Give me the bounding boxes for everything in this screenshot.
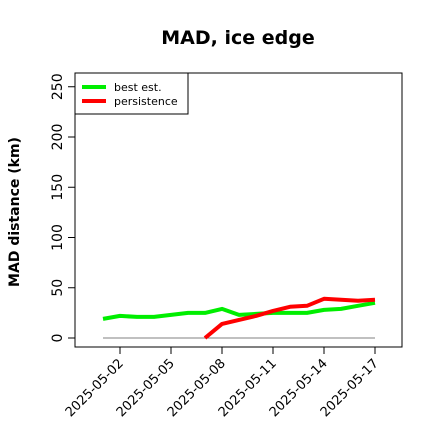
- y-tick-label: 0: [50, 334, 66, 343]
- series-line-best-est: [102, 300, 376, 321]
- y-tick-label: 250: [50, 73, 66, 100]
- y-axis: 0 50 100 150 200 250: [50, 73, 76, 343]
- legend-label-persistence: persistence: [114, 95, 178, 108]
- series-lines: [102, 296, 376, 340]
- series-line-persistence: [203, 296, 376, 340]
- legend: best est. persistence: [74, 72, 189, 115]
- y-tick-label: 50: [50, 279, 66, 297]
- chart-title: MAD, ice edge: [161, 27, 314, 49]
- legend-label-best-est: best est.: [114, 81, 162, 94]
- y-tick-label: 150: [50, 174, 66, 201]
- y-tick-label: 200: [50, 124, 66, 151]
- y-tick-label: 100: [50, 224, 66, 251]
- y-axis-label: MAD distance (km): [7, 137, 23, 287]
- legend-box: [74, 72, 189, 115]
- x-axis: 2025-05-022025-05-052025-05-082025-05-11…: [63, 346, 382, 420]
